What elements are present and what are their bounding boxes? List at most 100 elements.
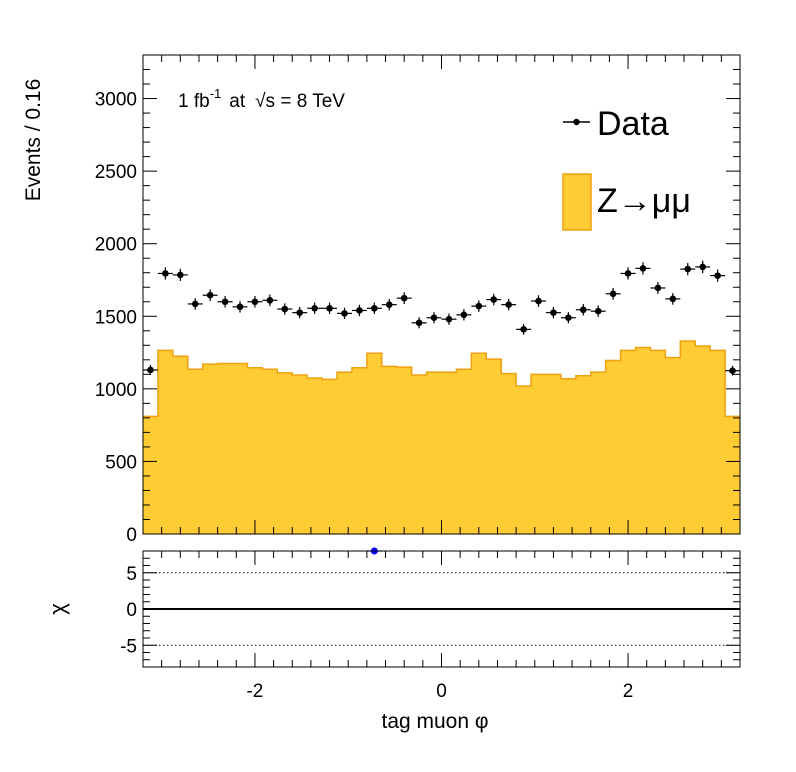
res-y-tick-label: 5: [126, 564, 137, 585]
x-tick-label: 2: [623, 681, 634, 702]
mc-histogram-fill: [143, 340, 740, 534]
mc-bin: [486, 359, 501, 534]
mc-bin: [531, 374, 546, 534]
data-point: [307, 302, 323, 315]
data-point: [501, 298, 517, 311]
data-points-layer: [143, 260, 740, 376]
data-point: [426, 312, 442, 324]
lumi-superscript: -1: [210, 86, 222, 101]
mc-bin: [471, 353, 486, 534]
data-point: [486, 293, 502, 306]
mc-bin: [412, 375, 427, 534]
data-point: [187, 298, 203, 310]
mc-bin: [606, 361, 621, 534]
mc-bin: [695, 346, 710, 534]
data-point: [172, 268, 188, 282]
data-point: [411, 317, 427, 329]
mc-bin: [307, 378, 322, 534]
mc-bin: [233, 363, 248, 534]
res-y-tick-label: -5: [120, 636, 137, 657]
mc-bin: [665, 358, 680, 534]
y-tick-label: 2000: [95, 235, 137, 256]
residual-y-title: χ: [45, 603, 70, 615]
mc-bin: [397, 367, 412, 534]
mc-bin: [382, 366, 397, 534]
data-point: [396, 292, 412, 304]
mc-bin: [725, 416, 740, 534]
x-tick-label: 0: [436, 681, 447, 702]
mc-bin: [292, 375, 307, 534]
data-point: [217, 295, 233, 308]
y-tick-label: 1000: [95, 380, 137, 401]
data-point: [471, 300, 487, 312]
mc-bin: [277, 373, 292, 534]
mc-bin: [322, 379, 337, 534]
data-point: [262, 294, 278, 307]
data-point: [665, 293, 681, 305]
data-point: [143, 365, 158, 375]
y-tick-label: 500: [105, 452, 137, 473]
main-ticks: 0 500 1000 1500 2000 2500 3000: [95, 55, 741, 546]
data-point: [232, 301, 248, 313]
legend-data-label: Data: [597, 105, 669, 143]
sqrt-s-text: √s = 8 TeV: [255, 91, 345, 112]
data-point: [351, 304, 367, 317]
legend: Data Z→μμ: [562, 105, 691, 231]
mc-bin: [337, 372, 352, 534]
data-point: [292, 306, 308, 319]
lumi-annotation: 1 fb-1 at √s = 8 TeV: [178, 86, 345, 112]
mc-bin: [367, 353, 382, 534]
mc-bin: [203, 364, 218, 534]
y-axis-title: Events / 0.16: [22, 79, 45, 202]
mc-bin: [218, 363, 233, 534]
residual-ticks: -5 0 5 -2 0 2: [120, 551, 741, 702]
data-point: [441, 313, 457, 325]
data-point: [247, 295, 263, 308]
x-axis-title: tag muon φ: [381, 710, 488, 733]
data-point: [202, 289, 218, 302]
mc-histogram-layer: [143, 340, 740, 534]
mc-bin: [247, 368, 262, 534]
data-point: [590, 305, 606, 317]
lumi-text: 1 fb: [178, 91, 210, 112]
mc-bin: [442, 372, 457, 534]
y-tick-label: 3000: [95, 90, 137, 111]
data-point: [560, 312, 576, 324]
data-point: [635, 262, 651, 275]
mc-bin: [650, 350, 665, 534]
mc-bin: [561, 379, 576, 534]
mc-bin: [576, 376, 591, 534]
residual-reference-lines: [143, 572, 740, 646]
mc-bin: [710, 350, 725, 534]
data-point: [337, 307, 352, 320]
data-point: [277, 303, 293, 315]
mc-bin: [456, 369, 471, 534]
data-point: [545, 306, 561, 319]
mc-bin: [591, 372, 606, 534]
mc-bin: [352, 368, 367, 534]
y-tick-label: 1500: [95, 307, 137, 328]
mc-bin: [546, 374, 561, 534]
mc-bin: [158, 350, 173, 534]
mc-bin: [143, 416, 158, 534]
res-y-tick-label: 0: [126, 600, 137, 621]
data-point: [680, 262, 696, 276]
data-point: [575, 304, 591, 316]
mc-bin: [636, 347, 651, 534]
data-point: [710, 269, 726, 282]
data-point: [456, 309, 472, 321]
legend-data-marker: [563, 118, 590, 126]
mc-bin: [621, 350, 636, 534]
data-point: [381, 298, 397, 311]
data-point: [620, 267, 636, 280]
data-point: [516, 323, 532, 335]
mc-bin: [680, 341, 695, 534]
y-tick-label: 2500: [95, 162, 137, 183]
lumi-at: at: [229, 91, 246, 112]
data-point: [322, 302, 338, 315]
main-panel: 0 500 1000 1500 2000 2500 3000 Events / 0.16 1…: [22, 54, 741, 546]
y-tick-label: 0: [126, 525, 137, 546]
mc-bin: [173, 356, 188, 534]
data-point: [157, 267, 173, 280]
